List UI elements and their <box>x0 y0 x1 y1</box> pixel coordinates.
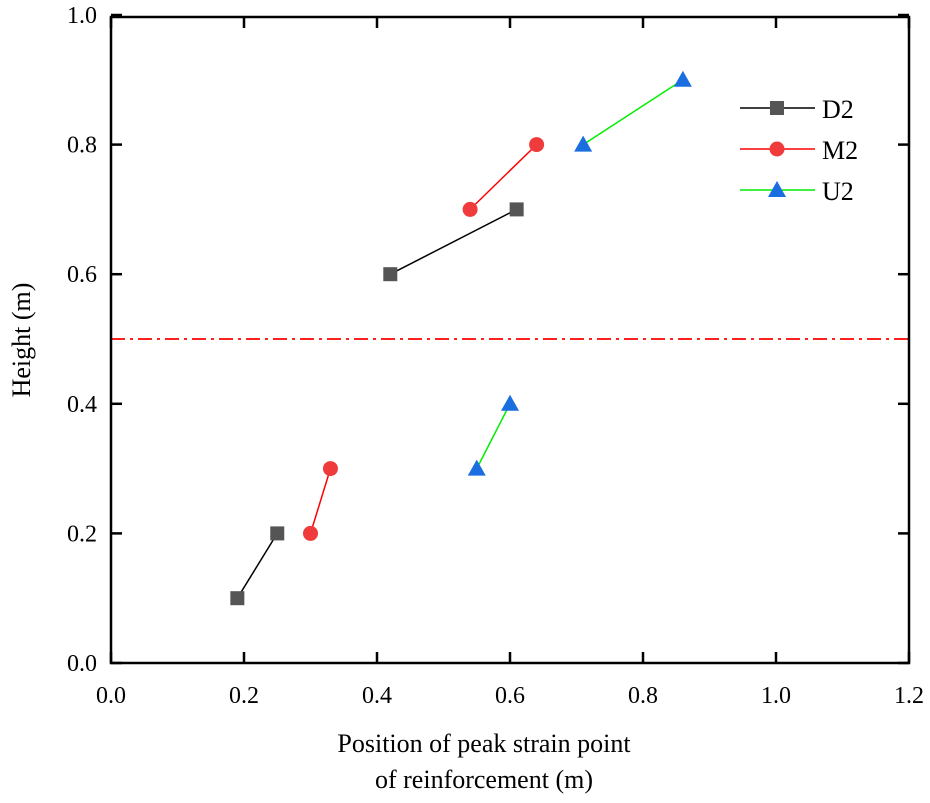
y-tick-label: 0.2 <box>67 521 97 547</box>
series-line-M2 <box>469 144 538 210</box>
data-point-U2 <box>574 135 593 152</box>
data-point-D2 <box>270 526 285 541</box>
x-tick-label: 0.6 <box>495 683 525 709</box>
x-axis-label-line2: of reinforcement (m) <box>375 765 593 794</box>
legend-marker-M2 <box>769 141 785 157</box>
x-tick-label: 0.8 <box>628 683 658 709</box>
x-tick-label: 0.0 <box>96 683 126 709</box>
series-line-U2 <box>476 403 511 469</box>
legend-label: D2 <box>822 95 854 124</box>
data-point-D2 <box>509 202 524 217</box>
data-point-U2 <box>467 459 486 476</box>
series-line-M2 <box>309 468 332 534</box>
legend: D2 M2 U2 <box>740 95 858 206</box>
data-point-M2 <box>303 525 318 541</box>
y-tick-label: 0.0 <box>67 651 97 677</box>
y-tick-label: 0.4 <box>67 392 97 418</box>
data-point-U2 <box>501 394 519 411</box>
data-point-M2 <box>322 461 338 477</box>
legend-marker-U2 <box>768 181 786 197</box>
x-tick-label: 1.2 <box>894 683 924 709</box>
series-line-D2 <box>236 533 278 599</box>
y-tick-label: 1.0 <box>67 3 97 29</box>
series-line-D2 <box>389 208 517 275</box>
data-point-M2 <box>462 201 478 217</box>
series-line-U2 <box>582 79 684 146</box>
y-axis-label: Height (m) <box>7 283 36 398</box>
x-tick-label: 0.2 <box>229 683 259 709</box>
data-point-U2 <box>673 70 692 87</box>
y-tick-label: 0.6 <box>67 262 97 288</box>
data-point-D2 <box>230 591 245 606</box>
legend-label: U2 <box>822 177 854 206</box>
plot-frame <box>109 15 911 665</box>
x-tick-label: 0.4 <box>362 683 392 709</box>
y-tick-label: 0.8 <box>67 133 97 159</box>
x-tick-label: 1.0 <box>761 683 791 709</box>
data-point-M2 <box>529 137 545 153</box>
x-axis-label-line1: Position of peak strain point <box>337 729 631 758</box>
legend-marker-D2 <box>770 101 784 115</box>
data-point-D2 <box>383 267 398 282</box>
legend-label: M2 <box>822 136 858 165</box>
